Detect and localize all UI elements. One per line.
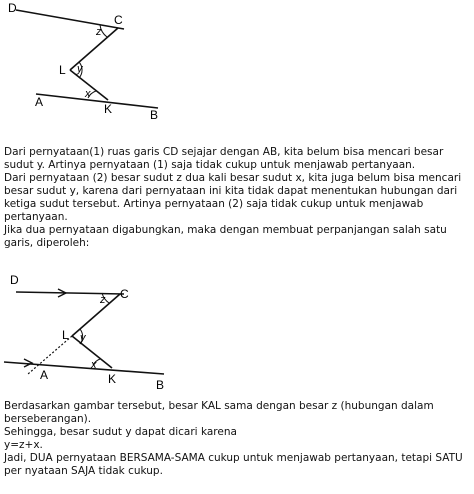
label-d: D <box>10 273 19 287</box>
label-x: x <box>90 359 97 371</box>
line-dc <box>15 291 125 295</box>
paragraph-statement-1: Dari pernyataan(1) ruas garis CD sejajar… <box>4 146 444 171</box>
line-cl <box>71 293 121 337</box>
angle-arc-x <box>87 90 97 99</box>
label-y: y <box>76 63 84 75</box>
arrow-dc <box>57 288 68 298</box>
angle-arc-y <box>78 61 83 79</box>
label-a: A <box>40 368 48 382</box>
figure-1-parallel-lines: D C z L y x A K B <box>8 1 159 122</box>
paragraph-combined: Jika dua pernyataan digabungkan, maka de… <box>4 224 447 249</box>
label-b: B <box>150 108 158 122</box>
explanation-text-1: Dari pernyataan(1) ruas garis CD sejajar… <box>4 146 472 250</box>
line-ab <box>3 361 165 375</box>
equation-y: y=z+x. <box>4 439 43 451</box>
label-k: K <box>108 372 116 386</box>
extension-line <box>27 335 73 375</box>
line-lk <box>71 335 113 369</box>
arrow-ab <box>23 358 34 368</box>
line-ab <box>35 93 159 109</box>
label-k: K <box>104 102 112 116</box>
label-l: L <box>59 63 66 77</box>
paragraph-therefore: Sehingga, besar sudut y dapat dicari kar… <box>4 426 237 438</box>
label-c: C <box>120 287 129 301</box>
label-l: L <box>62 328 69 342</box>
label-y: y <box>79 332 87 344</box>
label-z: z <box>95 26 102 38</box>
label-d: D <box>8 1 17 15</box>
label-x: x <box>84 88 91 100</box>
label-c: C <box>114 13 123 27</box>
paragraph-statement-2: Dari pernyataan (2) besar sudut z dua ka… <box>4 172 462 223</box>
line-cl <box>69 27 119 71</box>
angle-arc-y <box>79 328 84 345</box>
angle-arc-z <box>101 292 110 304</box>
line-dc <box>15 9 125 30</box>
label-z: z <box>99 294 106 306</box>
angle-arc-z <box>99 24 108 38</box>
paragraph-conclusion: Jadi, DUA pernyataan BERSAMA-SAMA cukup … <box>4 452 463 477</box>
explanation-text-2: Berdasarkan gambar tersebut, besar KAL s… <box>4 400 472 478</box>
angle-arc-x <box>92 358 101 366</box>
line-lk <box>69 69 109 101</box>
paragraph-kal-equals-z: Berdasarkan gambar tersebut, besar KAL s… <box>4 400 434 425</box>
label-b: B <box>156 378 164 392</box>
label-a: A <box>35 95 43 109</box>
figure-2-extended-line: D C z L y x A K B <box>3 273 165 392</box>
